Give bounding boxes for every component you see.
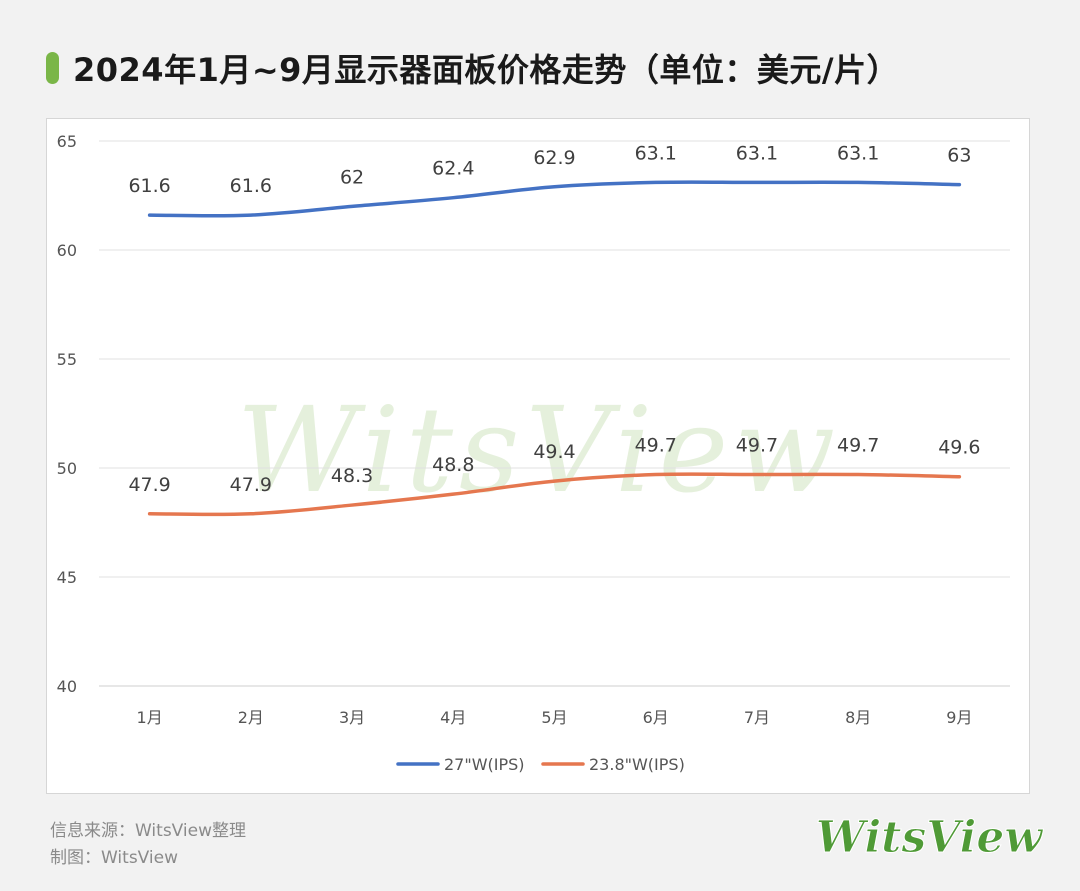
source-note: 信息来源：WitsView整理	[50, 821, 247, 841]
data-label: 61.6	[230, 175, 272, 197]
data-label: 61.6	[128, 175, 170, 197]
watermark-text: WitsView	[237, 381, 842, 519]
data-label: 62.4	[432, 158, 474, 180]
chart-title: 2024年1月~9月显示器面板价格走势（单位：美元/片）	[73, 51, 900, 89]
data-label: 47.9	[230, 474, 272, 496]
y-tick-label: 40	[57, 677, 77, 696]
title-accent-bar	[46, 52, 59, 84]
title-block: 2024年1月~9月显示器面板价格走势（单位：美元/片）	[46, 48, 900, 89]
witsview-logo: WitsView	[815, 812, 1044, 864]
legend-label: 23.8"W(IPS)	[589, 755, 685, 774]
data-label: 48.3	[331, 465, 373, 487]
data-label: 63.1	[736, 142, 778, 164]
x-tick-label: 8月	[845, 708, 871, 727]
data-label: 49.7	[736, 435, 778, 457]
y-tick-label: 55	[57, 350, 77, 369]
legend-label: 27"W(IPS)	[444, 755, 525, 774]
x-tick-label: 7月	[744, 708, 770, 727]
data-label: 49.4	[533, 441, 575, 463]
x-tick-label: 2月	[238, 708, 264, 727]
y-tick-label: 45	[57, 568, 77, 587]
x-tick-label: 4月	[440, 708, 466, 727]
data-label: 63	[947, 145, 971, 167]
svg-text:WitsView: WitsView	[816, 812, 1044, 863]
data-label: 63.1	[635, 142, 677, 164]
x-tick-label: 3月	[339, 708, 365, 727]
x-tick-label: 6月	[643, 708, 669, 727]
credit-note: 制图：WitsView	[50, 848, 179, 868]
x-tick-label: 5月	[541, 708, 567, 727]
line-chart: WitsView 61.6 61.6 62 62.4 62.9 63.1 63.1 63.1 6…	[57, 132, 1010, 774]
data-label: 48.8	[432, 454, 474, 476]
chart-panel: WitsView 61.6 61.6 62 62.4 62.9 63.1 63.1 63.1 6…	[46, 118, 1030, 794]
y-tick-label: 50	[57, 459, 77, 478]
data-label: 49.6	[938, 437, 980, 459]
data-label: 62.9	[533, 147, 575, 169]
x-tick-label: 9月	[946, 708, 972, 727]
x-tick-label: 1月	[137, 708, 163, 727]
y-tick-label: 65	[57, 132, 77, 151]
data-label: 62	[340, 166, 364, 188]
data-label: 49.7	[635, 435, 677, 457]
y-tick-label: 60	[57, 241, 77, 260]
data-label: 47.9	[128, 474, 170, 496]
data-label: 49.7	[837, 435, 879, 457]
data-label: 63.1	[837, 142, 879, 164]
